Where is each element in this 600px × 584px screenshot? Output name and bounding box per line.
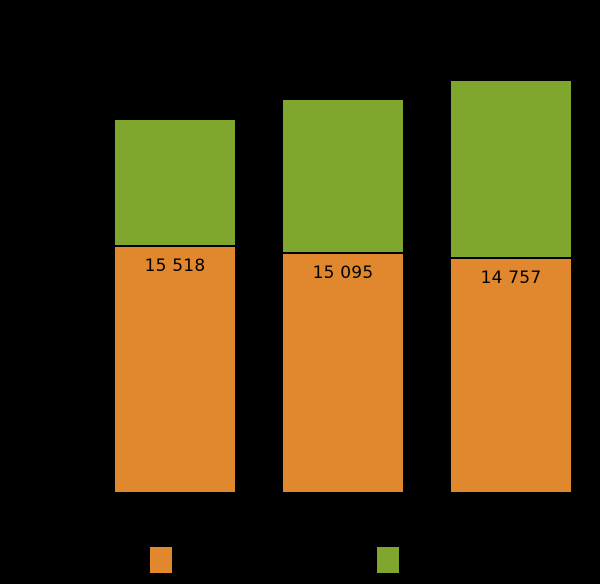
chart-legend bbox=[0, 547, 600, 574]
bar-value-label: 15 518 bbox=[144, 256, 206, 276]
bar-segment-upper bbox=[115, 120, 235, 245]
legend-swatch-lower bbox=[150, 547, 172, 573]
legend-swatch-upper bbox=[377, 547, 399, 573]
bar-value-label: 14 757 bbox=[480, 268, 542, 288]
bar-segment-lower: 15 518 bbox=[115, 245, 235, 492]
bar-segment-upper bbox=[451, 81, 571, 257]
bar-segment-lower: 15 095 bbox=[283, 252, 403, 492]
stacked-bar: 15 518 bbox=[115, 120, 235, 492]
bar-segment-lower: 14 757 bbox=[451, 257, 571, 492]
bar-value-label: 15 095 bbox=[312, 263, 374, 283]
stacked-bar: 14 757 bbox=[451, 81, 571, 492]
bar-segment-upper bbox=[283, 100, 403, 252]
stacked-bar: 15 095 bbox=[283, 100, 403, 492]
